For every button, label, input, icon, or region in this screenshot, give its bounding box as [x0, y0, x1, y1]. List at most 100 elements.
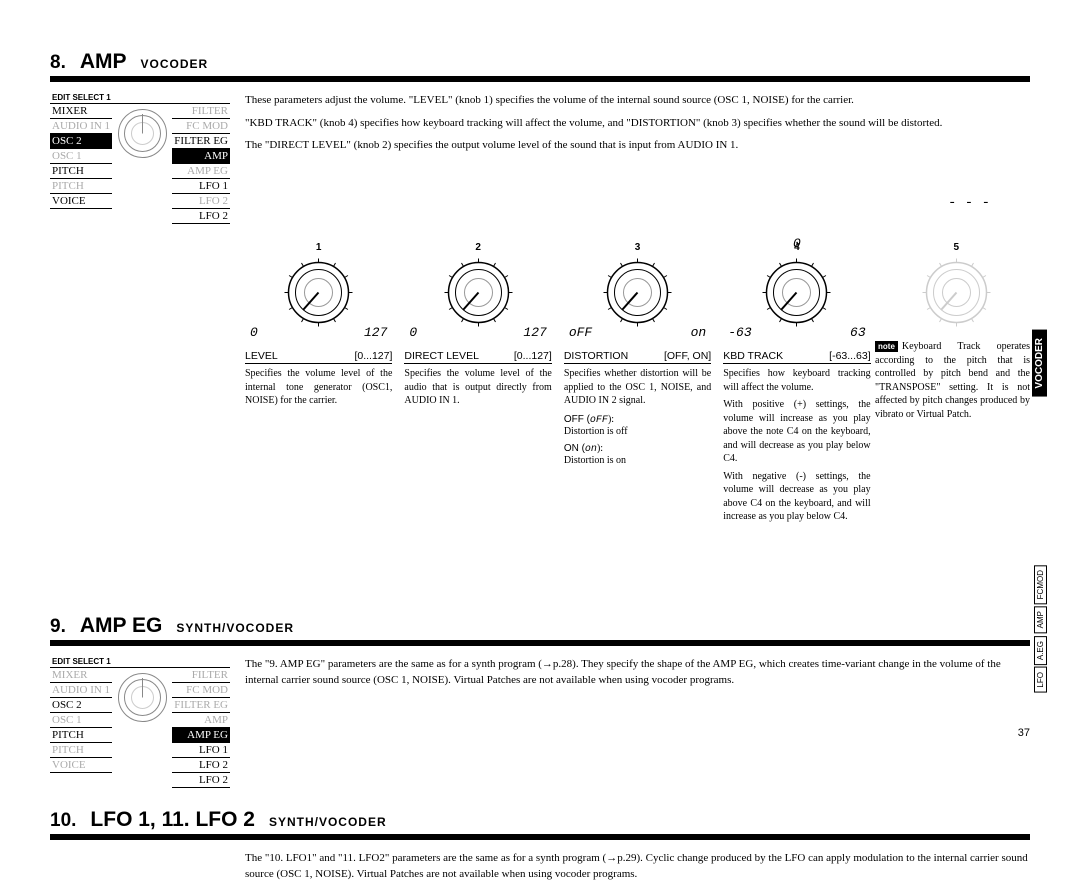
- param-extra: With negative (-) settings, the volume w…: [723, 470, 870, 524]
- section-header-lfo: 10. LFO 1, 11. LFO 2 SYNTH/VOCODER: [50, 808, 1030, 840]
- param-desc: Specifies the volume level of the audio …: [404, 367, 551, 408]
- edit-col-left: MIXERAUDIO IN 1OSC 2OSC 1PITCHPITCHVOICE: [50, 668, 112, 773]
- section-num: 8.: [50, 52, 66, 74]
- param-header: DIRECT LEVEL [0...127]: [404, 350, 551, 364]
- ampeg-intro: The "9. AMP EG" parameters are the same …: [245, 656, 1030, 788]
- section-title: LFO 1, 11. LFO 2: [90, 808, 255, 832]
- diagram-knob: [115, 670, 170, 725]
- edit-table-header: EDIT SELECT 1: [50, 656, 230, 668]
- edit-row: MIXER: [50, 104, 112, 119]
- edit-row: AMP: [172, 149, 230, 164]
- knob-4: 40 -6363: [723, 242, 870, 340]
- section-ampeg: 9. AMP EG SYNTH/VOCODER EDIT SELECT 1 MI…: [50, 614, 1030, 788]
- side-tab-amp: AMP: [1034, 606, 1047, 633]
- edit-row: FILTER: [172, 668, 230, 683]
- section-amp: 8. AMP VOCODER EDIT SELECT 1 MIXERAUDIO …: [50, 50, 1030, 524]
- edit-row: VOICE: [50, 758, 112, 773]
- edit-col-right: FILTERFC MODFILTER EGAMPAMP EGLFO 1LFO 2…: [172, 668, 230, 788]
- side-tab-a.eg: A.EG: [1034, 636, 1047, 665]
- param-distortion: DISTORTION [OFF, ON] Specifies whether d…: [564, 350, 711, 524]
- edit-row: MIXER: [50, 668, 112, 683]
- edit-row: PITCH: [50, 743, 112, 758]
- ampeg-content-row: EDIT SELECT 1 MIXERAUDIO IN 1OSC 2OSC 1P…: [50, 656, 1030, 788]
- edit-row: PITCH: [50, 164, 112, 179]
- edit-row: FILTER EG: [172, 134, 230, 149]
- diagram-knob: [115, 106, 170, 161]
- amp-intro: These parameters adjust the volume. "LEV…: [245, 92, 1030, 224]
- intro-p2: "KBD TRACK" (knob 4) specifies how keybo…: [245, 115, 1030, 132]
- section-title: AMP EG: [80, 614, 162, 638]
- knob-1: 1 0127: [245, 242, 392, 340]
- param-name: DISTORTION: [564, 350, 628, 362]
- knob-row: 1 01272 01273 oFFon40: [50, 242, 1030, 340]
- edit-row: AUDIO IN 1: [50, 119, 112, 134]
- edit-row: VOICE: [50, 194, 112, 209]
- param-name: LEVEL: [245, 350, 278, 362]
- edit-col-left: MIXERAUDIO IN 1OSC 2OSC 1PITCHPITCHVOICE: [50, 104, 112, 209]
- edit-row: FILTER EG: [172, 698, 230, 713]
- param-header: KBD TRACK [-63...63]: [723, 350, 870, 364]
- edit-row: AMP EG: [172, 164, 230, 179]
- param-option: ON (on):Distortion is on: [564, 443, 711, 466]
- edit-row: OSC 2: [50, 134, 112, 149]
- knob-5: 5: [883, 242, 1030, 340]
- edit-table-header: EDIT SELECT 1: [50, 92, 230, 104]
- param-desc: Specifies whether distortion will be app…: [564, 367, 711, 408]
- edit-row: LFO 2: [172, 209, 230, 224]
- edit-row: PITCH: [50, 728, 112, 743]
- edit-row: PITCH: [50, 179, 112, 194]
- param-name: KBD TRACK: [723, 350, 783, 362]
- param-header: LEVEL [0...127]: [245, 350, 392, 364]
- lfo-content-row: The "10. LFO1" and "11. LFO2" parameters…: [50, 850, 1030, 889]
- edit-select-diagram-1: EDIT SELECT 1 MIXERAUDIO IN 1OSC 2OSC 1P…: [50, 92, 230, 224]
- intro-p1: These parameters adjust the volume. "LEV…: [245, 92, 1030, 109]
- param-direct-level: DIRECT LEVEL [0...127] Specifies the vol…: [404, 350, 551, 524]
- param-range: [OFF, ON]: [664, 350, 711, 362]
- edit-select-diagram-2: EDIT SELECT 1 MIXERAUDIO IN 1OSC 2OSC 1P…: [50, 656, 230, 788]
- intro-p3: The "DIRECT LEVEL" (knob 2) specifies th…: [245, 137, 1030, 154]
- side-tabs-lower: FCMOD AMP A.EG LFO: [1034, 565, 1047, 692]
- section-num: 10.: [50, 810, 76, 832]
- edit-row: OSC 1: [50, 149, 112, 164]
- note-icon: note: [875, 341, 898, 352]
- edit-row: FC MOD: [172, 119, 230, 134]
- param-name: DIRECT LEVEL: [404, 350, 479, 362]
- param-desc: Specifies how keyboard tracking will aff…: [723, 367, 870, 524]
- param-kbd-track: KBD TRACK [-63...63] Specifies how keybo…: [723, 350, 870, 524]
- section-header-ampeg: 9. AMP EG SYNTH/VOCODER: [50, 614, 1030, 646]
- knob-num: 5: [883, 242, 1030, 253]
- section-subtitle: SYNTH/VOCODER: [176, 621, 294, 635]
- section-subtitle: VOCODER: [141, 57, 209, 71]
- page-number: 37: [1018, 727, 1030, 739]
- knob-num: 1: [245, 242, 392, 253]
- section-num: 9.: [50, 616, 66, 638]
- side-tab-lfo: LFO: [1034, 667, 1047, 693]
- param-level: LEVEL [0...127] Specifies the volume lev…: [245, 350, 392, 524]
- edit-row: LFO 1: [172, 179, 230, 194]
- note-box: noteKeyboard Track operates according to…: [875, 340, 1030, 421]
- param-range: [0...127]: [514, 350, 552, 362]
- edit-row: LFO 2: [172, 773, 230, 788]
- edit-row: AMP: [172, 713, 230, 728]
- param-range: [-63...63]: [829, 350, 870, 362]
- knob-3: 3 oFFon: [564, 242, 711, 340]
- param-header: DISTORTION [OFF, ON]: [564, 350, 711, 364]
- edit-row: LFO 2: [172, 194, 230, 209]
- note-text: Keyboard Track operates according to the…: [875, 341, 1030, 420]
- dash-display: - - -: [948, 195, 990, 211]
- edit-row: FC MOD: [172, 683, 230, 698]
- edit-row: AMP EG: [172, 728, 230, 743]
- section-lfo: 10. LFO 1, 11. LFO 2 SYNTH/VOCODER The "…: [50, 808, 1030, 889]
- section-title: AMP: [80, 50, 127, 74]
- section-header-amp: 8. AMP VOCODER: [50, 50, 1030, 82]
- param-range: [0...127]: [354, 350, 392, 362]
- amp-content-row: EDIT SELECT 1 MIXERAUDIO IN 1OSC 2OSC 1P…: [50, 92, 1030, 224]
- param-desc: Specifies the volume level of the intern…: [245, 367, 392, 408]
- side-tab-fcmod: FCMOD: [1034, 565, 1047, 604]
- lfo-intro: The "10. LFO1" and "11. LFO2" parameters…: [245, 850, 1030, 889]
- edit-row: OSC 1: [50, 713, 112, 728]
- knob-2: 2 0127: [404, 242, 551, 340]
- section-subtitle: SYNTH/VOCODER: [269, 815, 387, 829]
- edit-row: AUDIO IN 1: [50, 683, 112, 698]
- param-option: OFF (oFF):Distortion is off: [564, 414, 711, 437]
